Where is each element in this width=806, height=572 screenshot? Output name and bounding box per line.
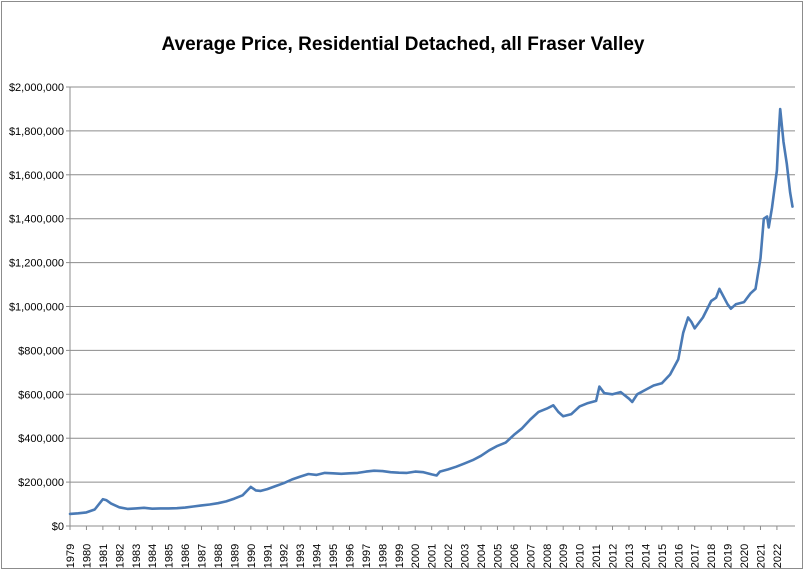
y-tick-label-8: $1,600,000 bbox=[9, 170, 64, 182]
x-tick-label-40: 2019 bbox=[723, 544, 735, 568]
x-tick-label-0: 1979 bbox=[65, 544, 77, 568]
x-tick-label-29: 2008 bbox=[542, 544, 554, 568]
x-tick-label-43: 2022 bbox=[772, 544, 784, 568]
x-tick-label-32: 2011 bbox=[591, 544, 603, 568]
x-tick-label-9: 1988 bbox=[213, 544, 225, 568]
x-tick-label-2: 1981 bbox=[98, 544, 110, 568]
y-tick-label-1: $200,000 bbox=[18, 477, 64, 489]
x-tick-label-1: 1980 bbox=[81, 544, 93, 568]
x-tick-labels: 1979 1980 1981 1982 1983 1984 1985 1986 1987 1988… bbox=[65, 544, 784, 568]
x-tick-label-15: 1994 bbox=[312, 544, 324, 568]
x-tick-label-33: 2012 bbox=[608, 544, 620, 568]
y-tick-label-7: $1,400,000 bbox=[9, 214, 64, 226]
y-tick-label-10: $2,000,000 bbox=[9, 82, 64, 94]
x-tick-label-18: 1997 bbox=[361, 544, 373, 568]
chart-title: Average Price, Residential Detached, all… bbox=[161, 34, 645, 55]
x-tick-label-42: 2021 bbox=[755, 544, 767, 568]
x-tick-label-4: 1983 bbox=[131, 544, 143, 568]
x-tick-label-3: 1982 bbox=[114, 544, 126, 568]
x-tick-label-28: 2007 bbox=[525, 544, 537, 568]
x-tick-label-23: 2002 bbox=[443, 544, 455, 568]
series-group bbox=[68, 107, 794, 516]
x-tick-label-17: 1996 bbox=[344, 544, 356, 568]
y-tick-label-6: $1,200,000 bbox=[9, 258, 64, 270]
x-tick-label-36: 2015 bbox=[657, 544, 669, 568]
x-tick-label-27: 2006 bbox=[509, 544, 521, 568]
x-tick-label-25: 2004 bbox=[476, 544, 488, 568]
y-tick-label-5: $1,000,000 bbox=[9, 302, 64, 314]
y-tick-labels: $0 $200,000 $400,000 $600,000 $800,000 $1,000… bbox=[9, 82, 64, 533]
x-tick-label-26: 2005 bbox=[492, 544, 504, 568]
x-tick-label-31: 2010 bbox=[575, 544, 587, 568]
y-tick-label-3: $600,000 bbox=[18, 389, 64, 401]
y-tick-label-9: $1,800,000 bbox=[9, 126, 64, 138]
x-tick-label-8: 1987 bbox=[197, 544, 209, 568]
y-tick-label-2: $400,000 bbox=[18, 433, 64, 445]
y-tick-label-4: $800,000 bbox=[18, 345, 64, 357]
x-tick-label-35: 2014 bbox=[640, 544, 652, 568]
x-tick-label-21: 2000 bbox=[410, 544, 422, 568]
x-tick-label-6: 1985 bbox=[164, 544, 176, 568]
series-line-0 bbox=[68, 107, 794, 516]
x-tick-label-13: 1992 bbox=[279, 544, 291, 568]
x-tick-label-7: 1986 bbox=[180, 544, 192, 568]
x-tick-label-5: 1984 bbox=[147, 544, 159, 568]
x-tick-label-19: 1998 bbox=[377, 544, 389, 568]
x-tick-label-37: 2016 bbox=[673, 544, 685, 568]
x-tick-label-24: 2003 bbox=[460, 544, 472, 568]
x-tick-label-39: 2018 bbox=[706, 544, 718, 568]
x-tick-label-41: 2020 bbox=[739, 544, 751, 568]
x-tick-label-10: 1989 bbox=[229, 544, 241, 568]
x-tick-label-38: 2017 bbox=[690, 544, 702, 568]
y-tick-label-0: $0 bbox=[52, 521, 64, 533]
x-tick-label-16: 1995 bbox=[328, 544, 340, 568]
x-tick-label-34: 2013 bbox=[624, 544, 636, 568]
axes bbox=[69, 87, 795, 530]
x-tick-label-14: 1993 bbox=[295, 544, 307, 568]
x-tick-label-11: 1990 bbox=[246, 544, 258, 568]
x-tick-label-22: 2001 bbox=[427, 544, 439, 568]
gridlines bbox=[66, 86, 795, 527]
x-tick-label-30: 2009 bbox=[558, 544, 570, 568]
x-tick-label-12: 1991 bbox=[262, 544, 274, 568]
x-tick-label-20: 1999 bbox=[394, 544, 406, 568]
